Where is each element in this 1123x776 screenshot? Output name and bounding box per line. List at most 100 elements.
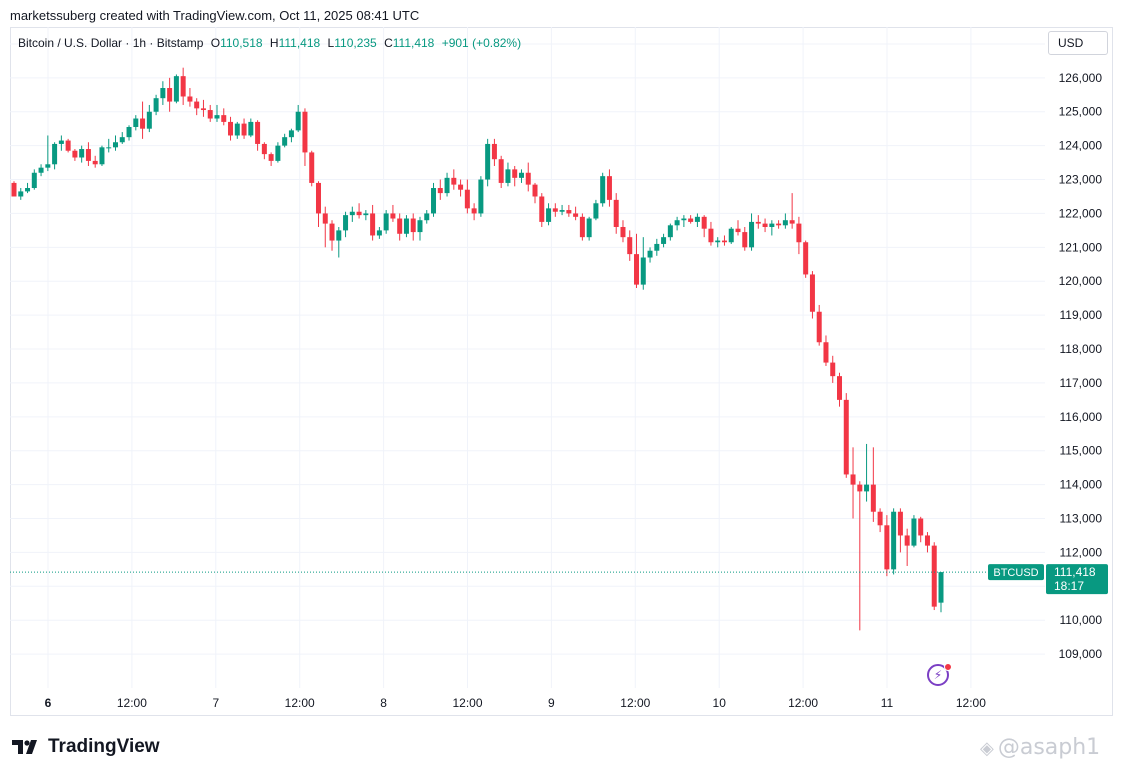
candle-body [701, 216, 707, 229]
candle-body [424, 213, 430, 221]
notification-dot [944, 663, 952, 671]
candle [363, 210, 369, 221]
candle [634, 233, 640, 289]
candle [532, 182, 538, 204]
candle-body [471, 208, 477, 214]
candle-body [173, 76, 179, 102]
lightning-icon[interactable]: ⚡ [927, 663, 952, 686]
candle-body [383, 213, 389, 231]
candle-body [661, 237, 667, 244]
candle [79, 145, 85, 163]
candle [207, 104, 213, 122]
candle-body [640, 257, 646, 285]
candle [72, 149, 78, 161]
candle [370, 204, 376, 241]
candle-body [911, 518, 917, 546]
candle [796, 216, 802, 255]
candle-body [891, 511, 897, 570]
candle-body [444, 177, 450, 194]
candle-body [58, 140, 64, 144]
candle [640, 237, 646, 290]
candle [688, 215, 694, 224]
candle-body [343, 215, 349, 231]
candle-body [221, 115, 227, 122]
candle [356, 203, 362, 219]
candle-body [667, 225, 673, 238]
candle [45, 135, 51, 172]
candle [187, 88, 193, 107]
candle [809, 271, 815, 319]
candle [133, 115, 139, 131]
candle [518, 169, 524, 183]
candle-body [45, 164, 51, 168]
candle [769, 220, 775, 236]
candle-body [918, 518, 924, 536]
time-tick-label: 12:00 [620, 696, 650, 710]
candle [417, 216, 423, 241]
candle [715, 237, 721, 248]
candle [897, 508, 903, 553]
candle-body [600, 176, 606, 204]
price-tick-label: 119,000 [1060, 308, 1103, 322]
candle [255, 120, 261, 151]
candle [322, 206, 328, 248]
candle-body [546, 208, 552, 222]
candle [200, 99, 206, 117]
candle [180, 67, 186, 105]
candle [11, 181, 17, 197]
candle-body [65, 140, 71, 151]
candle [451, 169, 457, 190]
price-tick-label: 126,000 [1059, 71, 1103, 85]
candle-body [153, 98, 159, 112]
candle [755, 215, 761, 229]
symbol-name[interactable]: Bitcoin / U.S. Dollar · 1h · Bitstamp [18, 36, 204, 50]
candle-body [146, 111, 152, 129]
candle-body [376, 230, 382, 236]
candle [762, 218, 768, 233]
candle [112, 135, 118, 151]
candle [99, 145, 105, 166]
price-tick-label: 125,000 [1059, 105, 1103, 119]
candle [153, 94, 159, 116]
price-tick-label: 112,000 [1060, 545, 1103, 559]
candle-body [234, 123, 240, 136]
candle [606, 169, 612, 207]
chart-frame [10, 27, 1113, 716]
high-value: 111,418 [278, 36, 321, 50]
candle-body [579, 216, 585, 238]
candle [295, 104, 301, 133]
candle [160, 81, 166, 105]
candle [52, 142, 58, 170]
candle [525, 162, 531, 192]
candle [749, 213, 755, 251]
candle [403, 215, 409, 238]
candle [586, 216, 592, 241]
candle-body [207, 110, 213, 119]
candle-body [749, 221, 755, 248]
candle [918, 516, 924, 543]
candle [38, 164, 44, 177]
low-key: L [327, 36, 335, 50]
candle [776, 220, 782, 229]
candle [721, 235, 727, 246]
candle [85, 142, 91, 166]
candle [268, 152, 274, 166]
diamond-icon: ◈ [980, 738, 994, 759]
candle [194, 98, 200, 116]
currency-button[interactable]: USD [1048, 31, 1108, 55]
candle-body [329, 223, 335, 241]
candle-body [681, 218, 687, 221]
candle-body [634, 254, 640, 285]
open-value: 110,518 [220, 36, 263, 50]
candle-body [830, 362, 836, 377]
candle [830, 355, 836, 383]
candle [850, 447, 856, 519]
candle-body [762, 223, 768, 227]
candle-body [11, 182, 17, 197]
candle-body [302, 111, 308, 153]
candle-body [228, 121, 234, 136]
candle-body [789, 220, 795, 224]
candle-body [566, 210, 572, 214]
candle-body [613, 199, 619, 227]
